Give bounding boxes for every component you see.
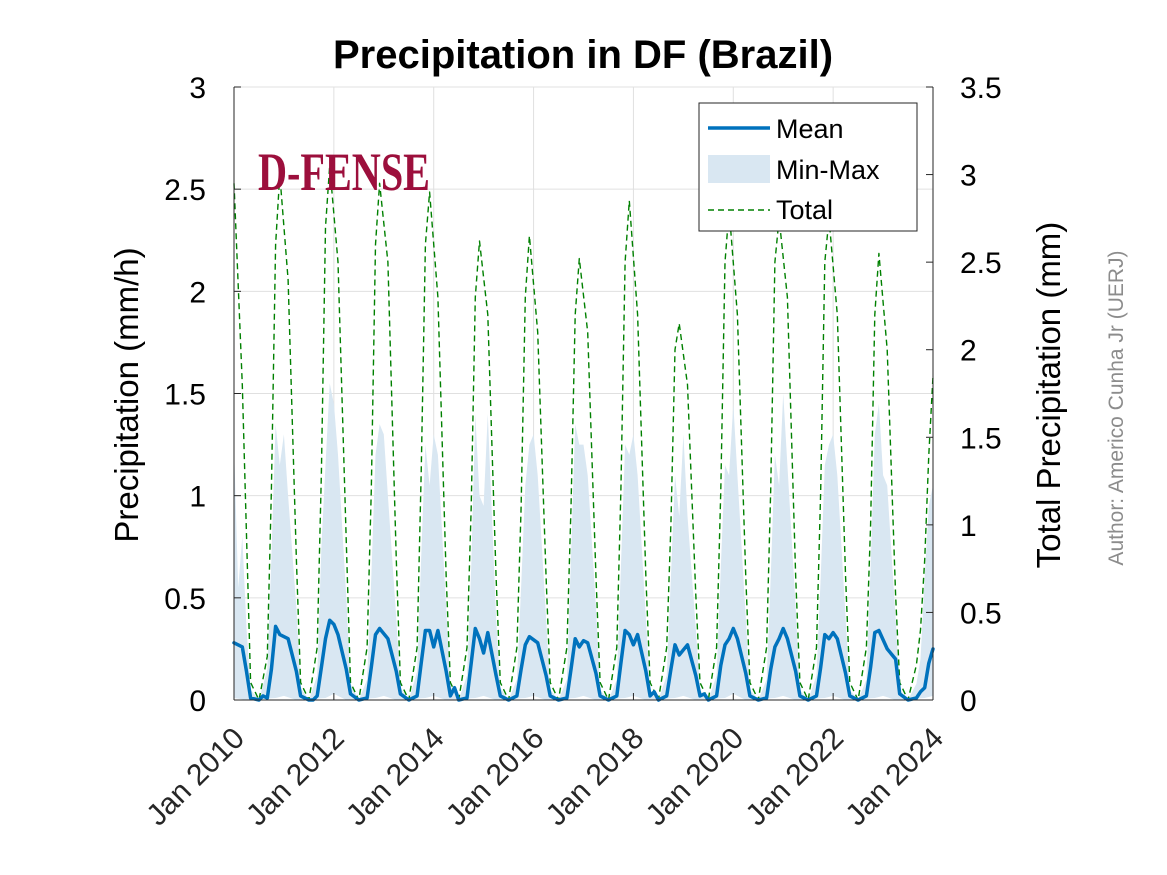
y2-tick-label: 0 — [960, 685, 977, 718]
legend-label-mean: Mean — [776, 114, 844, 144]
y2-axis-title: Total Precipitation (mm) — [1030, 222, 1067, 569]
y-tick-label: 1 — [189, 481, 206, 514]
mean-line — [232, 618, 935, 702]
y2-tick-label: 3.5 — [960, 72, 1002, 105]
y2-tick-label: 3 — [960, 160, 977, 193]
y2-tick-label: 1 — [960, 510, 977, 543]
legend-swatch-min-max — [708, 155, 770, 183]
y-tick-label: 3 — [189, 72, 206, 105]
axes — [233, 86, 934, 701]
y-tick-label: 1.5 — [164, 379, 206, 412]
min-max-band-layer — [234, 383, 933, 700]
mean-line-layer — [232, 618, 935, 702]
y-axis-title: Precipitation (mm/h) — [108, 247, 145, 542]
y2-tick-label: 0.5 — [960, 597, 1002, 630]
min-max-band — [234, 383, 933, 700]
y2-tick-label: 1.5 — [960, 422, 1002, 455]
y2-tick-label: 2 — [960, 335, 977, 368]
y2-tick-label: 2.5 — [960, 247, 1002, 280]
y-tick-label: 0 — [189, 685, 206, 718]
y-tick-label: 2 — [189, 276, 206, 309]
y-tick-label: 0.5 — [164, 583, 206, 616]
legend: Mean Min-Max Total — [698, 102, 918, 232]
chart-title: Precipitation in DF (Brazil) — [333, 33, 833, 77]
legend-label-total: Total — [776, 195, 833, 225]
author-annotation: Author: Americo Cunha Jr (UERJ) — [1105, 250, 1128, 565]
legend-label-min-max: Min-Max — [776, 155, 880, 185]
logo-text: D-FENSE — [258, 142, 430, 202]
y-tick-label: 2.5 — [164, 174, 206, 207]
